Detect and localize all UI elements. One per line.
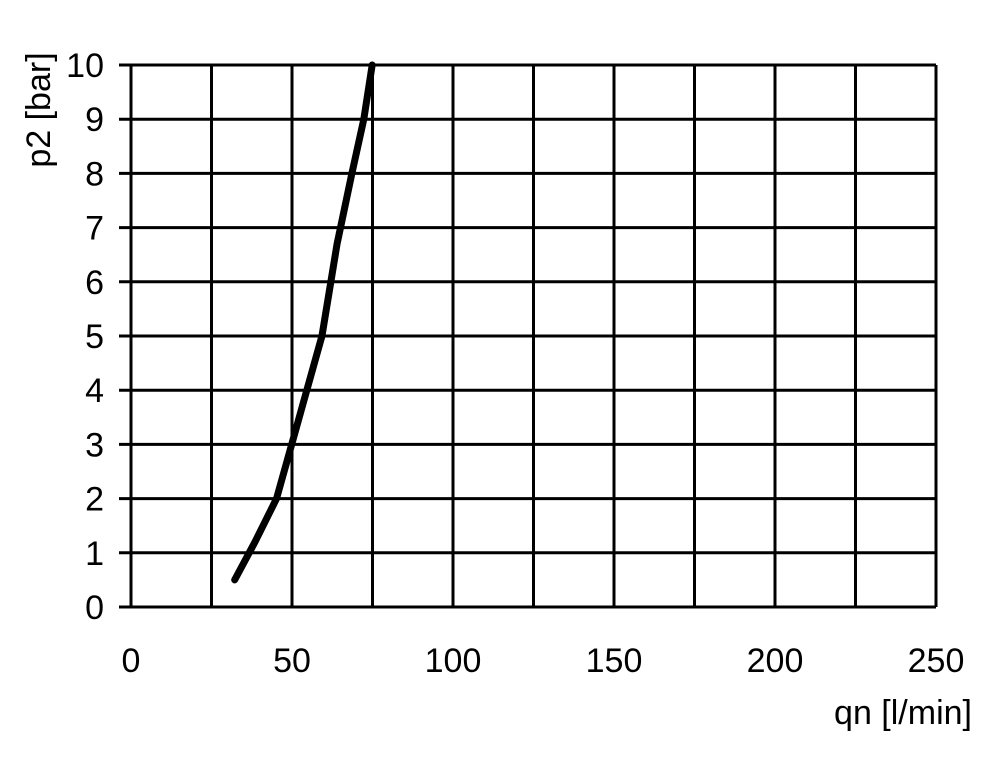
y-tick-label: 0 (85, 589, 104, 627)
y-axis-label: p2 [bar] (20, 52, 58, 167)
x-axis-label: qn [l/min] (834, 694, 972, 732)
x-tick-label: 100 (425, 642, 482, 680)
y-tick-label: 3 (85, 426, 104, 464)
x-tick-label: 200 (747, 642, 804, 680)
y-tick-label: 7 (85, 210, 104, 248)
y-tick-label: 6 (85, 264, 104, 302)
y-tick-label: 2 (85, 481, 104, 519)
y-tick-label: 10 (66, 47, 104, 85)
x-tick-label: 150 (586, 642, 643, 680)
x-tick-label: 50 (273, 642, 311, 680)
x-tick-label: 250 (908, 642, 965, 680)
series-line (231, 61, 376, 584)
y-tick-label: 9 (85, 101, 104, 139)
grid (119, 63, 938, 609)
y-tick-label: 5 (85, 318, 104, 356)
y-tick-label: 8 (85, 155, 104, 193)
y-tick-label: 1 (85, 535, 104, 573)
x-tick-label: 0 (122, 642, 141, 680)
y-tick-label: 4 (85, 372, 104, 410)
